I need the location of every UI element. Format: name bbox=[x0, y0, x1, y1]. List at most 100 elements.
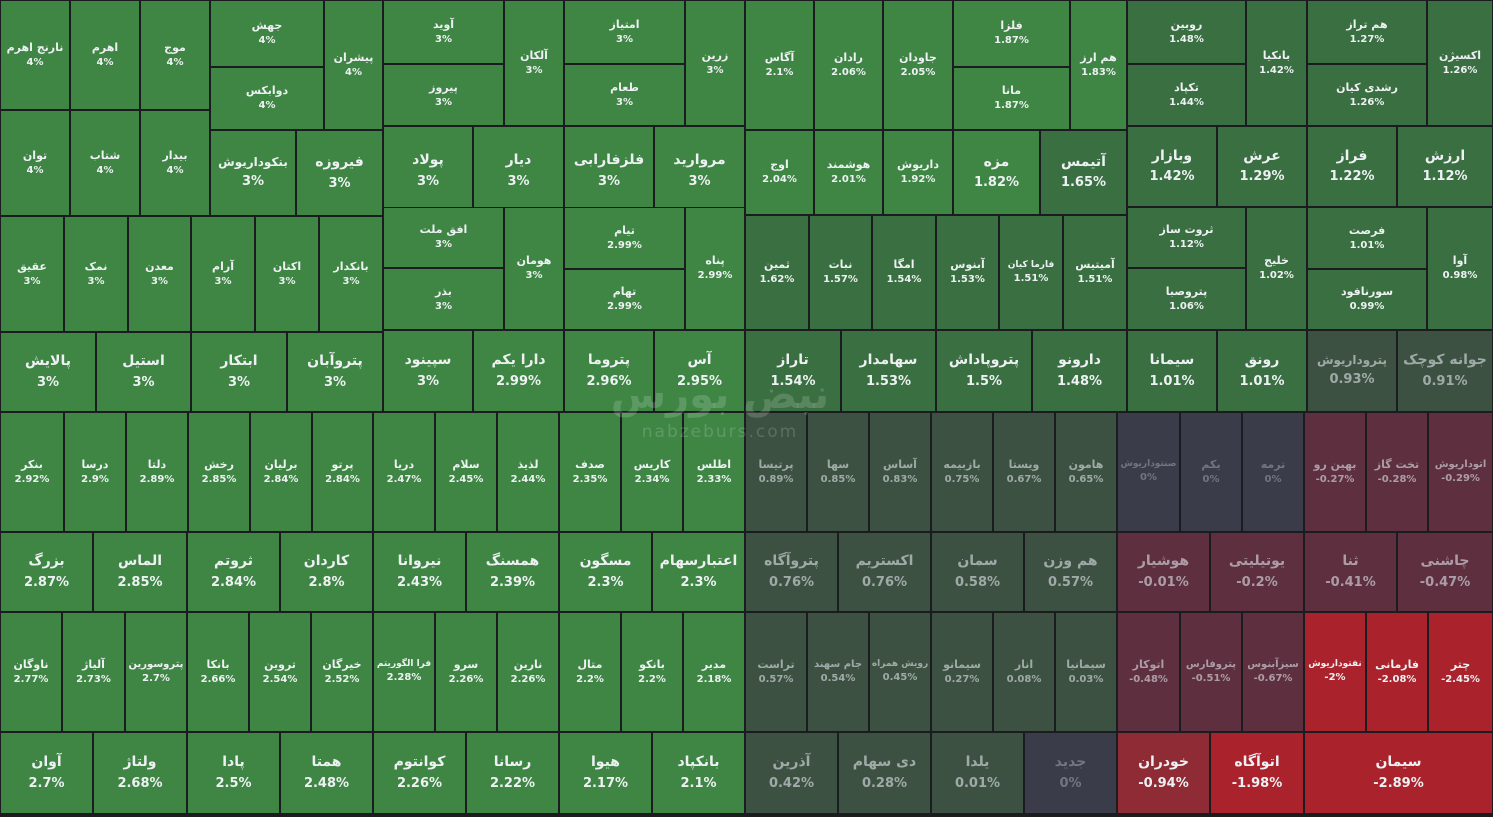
treemap-cell[interactable]: عقیق 3% bbox=[0, 216, 64, 332]
treemap-cell[interactable]: امتیاز 3% bbox=[564, 0, 685, 64]
treemap-cell[interactable]: یکم 0% bbox=[1180, 412, 1242, 532]
treemap-cell[interactable]: بانکو 2.2% bbox=[621, 612, 683, 732]
treemap-cell[interactable]: آرام 3% bbox=[191, 216, 255, 332]
treemap-cell[interactable]: دوابکس 4% bbox=[210, 67, 324, 130]
treemap-cell[interactable]: آذرین 0.42% bbox=[745, 732, 838, 814]
treemap-cell[interactable]: خیرگان 2.52% bbox=[311, 612, 373, 732]
treemap-cell[interactable]: مسگون 2.3% bbox=[559, 532, 652, 612]
treemap-cell[interactable]: آساس 0.83% bbox=[869, 412, 931, 532]
treemap-cell[interactable]: الماس 2.85% bbox=[93, 532, 187, 612]
treemap-cell[interactable]: هوشیار -0.01% bbox=[1117, 532, 1210, 612]
treemap-cell[interactable]: آس 2.95% bbox=[654, 330, 745, 412]
treemap-cell[interactable]: تهام 2.99% bbox=[564, 269, 685, 330]
treemap-cell[interactable]: هومان 3% bbox=[504, 207, 564, 330]
treemap-cell[interactable]: پتروسورین 2.7% bbox=[125, 612, 187, 732]
treemap-cell[interactable]: تراست 0.57% bbox=[745, 612, 807, 732]
treemap-cell[interactable]: زرین 3% bbox=[685, 0, 745, 126]
treemap-cell[interactable]: فیروزه 3% bbox=[296, 130, 383, 216]
treemap-cell[interactable]: شتاب 4% bbox=[70, 110, 140, 216]
treemap-cell[interactable]: آبنوس 1.53% bbox=[936, 215, 999, 330]
treemap-cell[interactable]: جوانه کوچک 0.91% bbox=[1397, 330, 1493, 412]
treemap-cell[interactable]: بهین رو -0.27% bbox=[1304, 412, 1366, 532]
treemap-cell[interactable]: تکپاد 1.44% bbox=[1127, 64, 1246, 126]
treemap-cell[interactable]: رونق 1.01% bbox=[1217, 330, 1307, 412]
treemap-cell[interactable]: برلیان 2.84% bbox=[250, 412, 312, 532]
treemap-cell[interactable]: فراز 1.22% bbox=[1307, 126, 1397, 207]
treemap-cell[interactable]: یوتیلیتی -0.2% bbox=[1210, 532, 1304, 612]
treemap-cell[interactable]: رسانا 2.22% bbox=[466, 732, 559, 814]
treemap-cell[interactable]: پادا 2.5% bbox=[187, 732, 280, 814]
treemap-cell[interactable]: دی سهام 0.28% bbox=[838, 732, 931, 814]
treemap-cell[interactable]: پتروآبان 3% bbox=[287, 332, 383, 412]
treemap-cell[interactable]: بنکر 2.92% bbox=[0, 412, 64, 532]
treemap-cell[interactable]: دارونو 1.48% bbox=[1032, 330, 1127, 412]
treemap-cell[interactable]: عرش 1.29% bbox=[1217, 126, 1307, 207]
treemap-cell[interactable]: هوشمند 2.01% bbox=[814, 130, 883, 215]
treemap-cell[interactable]: چتر -2.45% bbox=[1428, 612, 1493, 732]
treemap-cell[interactable]: نارین 2.26% bbox=[497, 612, 559, 732]
treemap-cell[interactable]: سورنافود 0.99% bbox=[1307, 269, 1427, 330]
treemap-cell[interactable]: دریا 2.47% bbox=[373, 412, 435, 532]
treemap-cell[interactable]: آمیتیس 1.51% bbox=[1063, 215, 1127, 330]
treemap-cell[interactable]: مانا 1.87% bbox=[953, 67, 1070, 130]
treemap-cell[interactable]: اکسیژن 1.26% bbox=[1427, 0, 1493, 126]
treemap-cell[interactable]: رویش همراه 0.45% bbox=[869, 612, 931, 732]
treemap-cell[interactable]: رادان 2.06% bbox=[814, 0, 883, 130]
treemap-cell[interactable]: سمان 0.58% bbox=[931, 532, 1024, 612]
treemap-cell[interactable]: ولتاژ 2.68% bbox=[93, 732, 187, 814]
treemap-cell[interactable]: انار 0.08% bbox=[993, 612, 1055, 732]
treemap-cell[interactable]: آوید 3% bbox=[383, 0, 504, 64]
treemap-cell[interactable]: فارما کیان 1.51% bbox=[999, 215, 1063, 330]
treemap-cell[interactable]: فرصت 1.01% bbox=[1307, 207, 1427, 269]
treemap-cell[interactable]: اکتان 3% bbox=[255, 216, 319, 332]
treemap-cell[interactable]: رشدی کیان 1.26% bbox=[1307, 64, 1427, 126]
treemap-cell[interactable]: تاراز 1.54% bbox=[745, 330, 841, 412]
treemap-cell[interactable]: پالایش 3% bbox=[0, 332, 96, 412]
treemap-cell[interactable]: هم ارز 1.83% bbox=[1070, 0, 1127, 130]
treemap-cell[interactable]: ارزش 1.12% bbox=[1397, 126, 1493, 207]
treemap-cell[interactable]: ویستا 0.67% bbox=[993, 412, 1055, 532]
treemap-cell[interactable]: پناه 2.99% bbox=[685, 207, 745, 330]
treemap-cell[interactable]: آوان 2.7% bbox=[0, 732, 93, 814]
treemap-cell[interactable]: سپینود 3% bbox=[383, 330, 473, 412]
treemap-cell[interactable]: آلیاژ 2.73% bbox=[62, 612, 125, 732]
treemap-cell[interactable]: فرا الگوریتم 2.28% bbox=[373, 612, 435, 732]
treemap-cell[interactable]: اکستریم 0.76% bbox=[838, 532, 931, 612]
treemap-cell[interactable]: کاریس 2.34% bbox=[621, 412, 683, 532]
treemap-cell[interactable]: سلام 2.45% bbox=[435, 412, 497, 532]
treemap-cell[interactable]: دارا یکم 2.99% bbox=[473, 330, 564, 412]
treemap-cell[interactable]: همسنگ 2.39% bbox=[466, 532, 559, 612]
treemap-cell[interactable]: آگاس 2.1% bbox=[745, 0, 814, 130]
treemap-cell[interactable]: پیشران 4% bbox=[324, 0, 383, 130]
treemap-cell[interactable]: امگا 1.54% bbox=[872, 215, 936, 330]
treemap-cell[interactable]: هم وزن 0.57% bbox=[1024, 532, 1117, 612]
treemap-cell[interactable]: مروارید 3% bbox=[654, 126, 745, 216]
treemap-cell[interactable]: ثنا -0.41% bbox=[1304, 532, 1397, 612]
treemap-cell[interactable]: چاشنی -0.47% bbox=[1397, 532, 1493, 612]
treemap-cell[interactable]: ابتکار 3% bbox=[191, 332, 287, 412]
treemap-cell[interactable]: نبات 1.57% bbox=[809, 215, 872, 330]
treemap-cell[interactable]: افق ملت 3% bbox=[383, 207, 504, 268]
treemap-cell[interactable]: یلدا 0.01% bbox=[931, 732, 1024, 814]
treemap-cell[interactable]: همتا 2.48% bbox=[280, 732, 373, 814]
treemap-cell[interactable]: بنکوداریوش 3% bbox=[210, 130, 296, 216]
treemap-cell[interactable]: پرتو 2.84% bbox=[312, 412, 373, 532]
treemap-cell[interactable]: داریوش 1.92% bbox=[883, 130, 953, 215]
treemap-cell[interactable]: ترمه 0% bbox=[1242, 412, 1304, 532]
treemap-cell[interactable]: آوا 0.98% bbox=[1427, 207, 1493, 330]
treemap-cell[interactable]: آتیمس 1.65% bbox=[1040, 130, 1127, 215]
treemap-cell[interactable]: کاردان 2.8% bbox=[280, 532, 373, 612]
treemap-cell[interactable]: فلزفارابی 3% bbox=[564, 126, 654, 216]
treemap-cell[interactable]: دیار 3% bbox=[473, 126, 564, 216]
treemap-cell[interactable]: سیمانو 0.27% bbox=[931, 612, 993, 732]
treemap-cell[interactable]: نمک 3% bbox=[64, 216, 128, 332]
treemap-cell[interactable]: کوانتوم 2.26% bbox=[373, 732, 466, 814]
treemap-cell[interactable]: روبین 1.48% bbox=[1127, 0, 1246, 64]
treemap-cell[interactable]: پیروز 3% bbox=[383, 64, 504, 126]
treemap-cell[interactable]: جاودان 2.05% bbox=[883, 0, 953, 130]
treemap-cell[interactable]: خودران -0.94% bbox=[1117, 732, 1210, 814]
treemap-cell[interactable]: ثروت ساز 1.12% bbox=[1127, 207, 1246, 268]
treemap-cell[interactable]: ناوگان 2.77% bbox=[0, 612, 62, 732]
treemap-cell[interactable]: سیمانا 1.01% bbox=[1127, 330, 1217, 412]
treemap-cell[interactable]: طعام 3% bbox=[564, 64, 685, 126]
